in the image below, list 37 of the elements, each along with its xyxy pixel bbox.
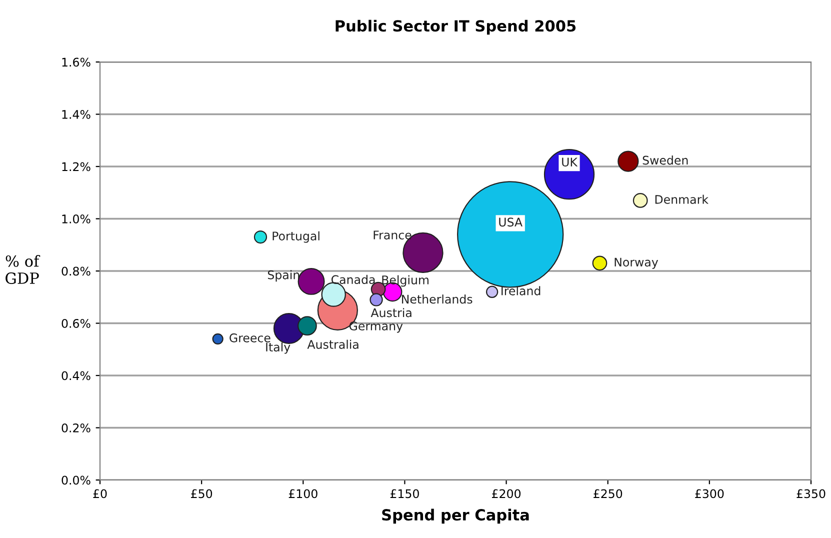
series-label: USA [499,218,522,227]
chart-title: Public Sector IT Spend 2005 [336,20,576,35]
y-tick-label: 0.6% [62,318,90,328]
y-tick-label: 0.2% [62,423,90,432]
x-tick-label: £0 [93,489,107,498]
x-tick-label: £200 [492,489,521,498]
x-axis-title: Spend per Capita [382,508,529,524]
y-tick-label: 0.8% [62,266,90,276]
y-tick-label: 1.2% [62,162,90,172]
series-label: Australia [307,340,358,349]
series-label: Greece [230,333,270,342]
x-tick-label: £350 [796,489,826,498]
series-label: Denmark [655,194,708,204]
series-label: Norway [614,258,658,269]
y-tick-label: 1.6% [62,58,90,67]
series-label: Canada [332,274,375,284]
y-tick-label: 1.0% [62,214,90,224]
series-label: Sweden [642,156,688,165]
x-tick-label: £250 [594,489,622,498]
y-tick-label: 0.0% [62,476,90,485]
series-label: Spain [268,270,300,282]
series-label: UK [562,158,578,166]
x-tick-label: £150 [390,489,419,498]
x-tick-label: £300 [695,489,724,498]
series-label: Italy [266,342,290,354]
series-label: France [374,230,412,240]
series-label: Ireland [502,286,540,296]
series-label: Portugal [272,231,320,243]
y-tick-label: 1.4% [62,110,90,119]
y-axis-title: % of GDP [6,255,40,284]
series-label: Austria [370,308,412,318]
y-tick-label: 0.4% [62,371,90,380]
series-label: Germany [349,322,403,333]
series-label: Netherlands [402,294,472,304]
series-label: Belgium [382,275,428,287]
x-tick-label: £50 [191,489,212,498]
x-tick-label: £100 [288,489,318,498]
